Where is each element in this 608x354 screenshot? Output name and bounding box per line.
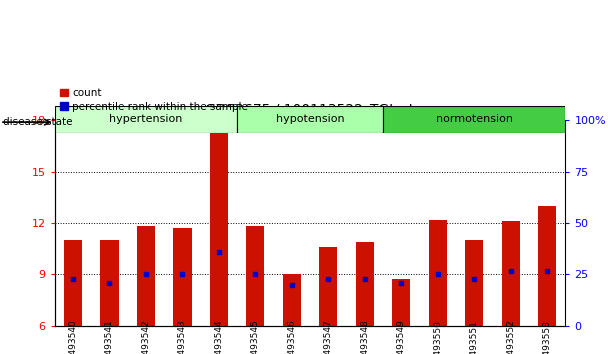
Legend: count, percentile rank within the sample: count, percentile rank within the sample [60,88,248,112]
Text: GSM493542: GSM493542 [142,320,150,354]
Bar [465,240,483,326]
Text: GSM493552: GSM493552 [506,320,515,354]
Text: GSM493540: GSM493540 [69,320,77,354]
FancyBboxPatch shape [55,106,237,133]
Bar [319,247,337,326]
Text: GSM493544: GSM493544 [215,320,223,354]
Text: normotension: normotension [436,114,513,125]
Bar [246,227,264,326]
Bar [137,227,155,326]
Text: GSM493545: GSM493545 [251,320,260,354]
Bar [392,280,410,326]
Text: GSM493541: GSM493541 [105,320,114,354]
Text: GSM493551: GSM493551 [470,320,478,354]
Text: GSM493553: GSM493553 [543,320,551,354]
FancyBboxPatch shape [237,106,383,133]
FancyBboxPatch shape [383,106,565,133]
Bar [210,124,228,326]
Text: hypertension: hypertension [109,114,182,125]
Bar [64,240,82,326]
Text: GSM493543: GSM493543 [178,320,187,354]
Bar [100,240,119,326]
Text: GSM493550: GSM493550 [434,320,442,354]
Bar [283,274,301,326]
Text: GSM493547: GSM493547 [324,320,333,354]
Bar [502,221,520,326]
Bar [356,242,374,326]
Bar [538,206,556,326]
Bar [173,228,192,326]
Text: GSM493546: GSM493546 [288,320,296,354]
Text: GSM493549: GSM493549 [397,320,406,354]
Text: disease state: disease state [3,117,72,127]
Text: GSM493548: GSM493548 [361,320,369,354]
Bar [429,219,447,326]
Title: GDS3675 / 100113522_TGI_at: GDS3675 / 100113522_TGI_at [206,103,415,116]
Text: hypotension: hypotension [276,114,344,125]
